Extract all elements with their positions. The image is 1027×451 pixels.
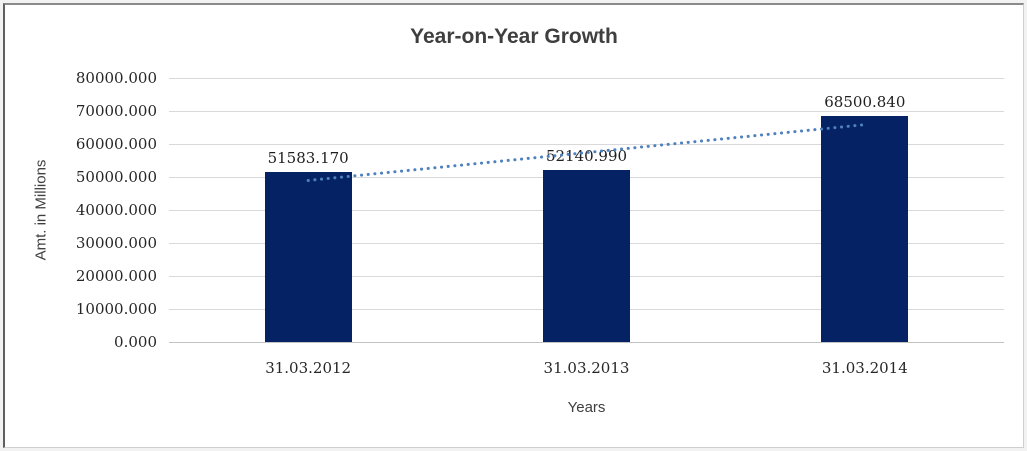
data-label: 68500.840 [824,92,906,111]
bar-31.03.2013 [543,169,630,342]
y-tick-label: 80000.000 [75,69,157,87]
x-tick-label: 31.03.2012 [265,359,352,377]
plot-area: 51583.170 52140.990 68500.840 [169,78,1004,343]
x-tick-label: 31.03.2013 [543,359,630,377]
y-tick-label: 10000.000 [75,300,157,318]
chart-frame: Year-on-Year Growth Amt. in Millions 800… [3,3,1024,448]
y-tick-label: 70000.000 [75,102,157,120]
gridline [169,111,1004,112]
data-label: 51583.170 [267,148,349,167]
x-axis-title: Years [567,399,606,416]
chart-title: Year-on-Year Growth [410,25,618,48]
bar-31.03.2012 [264,171,352,342]
y-tick-label: 40000.000 [75,201,157,219]
y-tick-label: 50000.000 [75,168,157,186]
bar-31.03.2014 [821,115,909,342]
y-tick-label: 30000.000 [75,234,157,252]
data-label: 52140.990 [545,146,628,165]
x-axis-line [169,342,1004,343]
y-tick-label: 20000.000 [75,267,157,285]
y-tick-label: 0.000 [114,333,157,351]
gridline [169,78,1004,79]
x-tick-label: 31.03.2014 [821,359,908,377]
y-tick-label: 60000.000 [75,135,157,153]
